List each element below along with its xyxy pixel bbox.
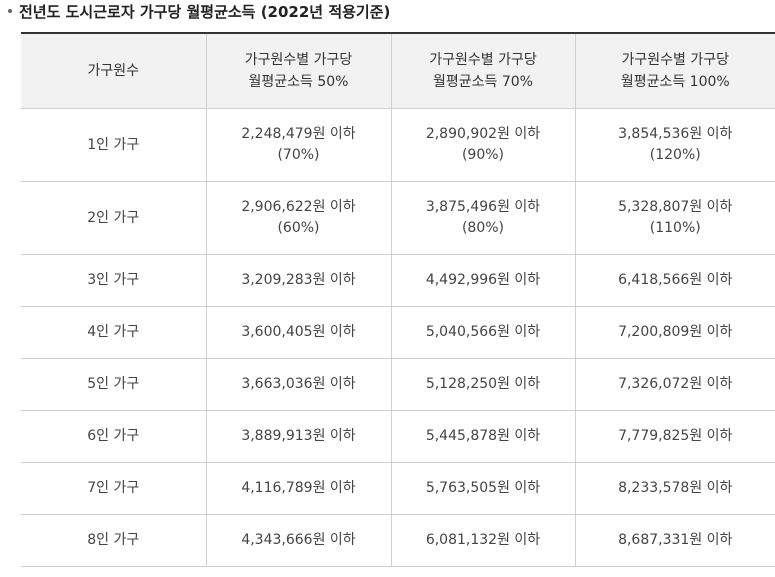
- income-70-cell: 4,492,996원 이하: [390, 254, 575, 307]
- income-100-cell: 8,687,331원 이하: [574, 514, 775, 567]
- income-50-cell: 4,343,666원 이하: [205, 514, 391, 567]
- amount-text: 3,875,496원 이하: [425, 199, 541, 215]
- income-70-cell: 3,875,496원 이하 (80%): [390, 181, 575, 255]
- amount-text: 5,328,807원 이하: [618, 199, 733, 215]
- table-row: 5인 가구 3,663,036원 이하 5,128,250원 이하 7,326,…: [21, 358, 775, 411]
- header-line: 가구원수별 가구당: [244, 52, 353, 68]
- income-50-cell: 3,209,283원 이하: [205, 254, 391, 307]
- table-row: 8인 가구 4,343,666원 이하 6,081,132원 이하 8,687,…: [21, 514, 775, 567]
- header-line: 가구원수별 가구당: [429, 52, 537, 68]
- income-70-cell: 2,890,902원 이하 (90%): [390, 108, 575, 182]
- table-row: 4인 가구 3,600,405원 이하 5,040,566원 이하 7,200,…: [21, 306, 775, 359]
- income-70-cell: 5,445,878원 이하: [390, 410, 575, 463]
- income-100-cell: 7,326,072원 이하: [574, 358, 775, 411]
- table-row: 3인 가구 3,209,283원 이하 4,492,996원 이하 6,418,…: [21, 254, 775, 307]
- income-100-cell: 7,200,809원 이하: [574, 306, 775, 359]
- table-row: 7인 가구 4,116,789원 이하 5,763,505원 이하 8,233,…: [21, 462, 775, 515]
- bullet-icon: [8, 9, 12, 13]
- household-size-cell: 2인 가구: [21, 181, 206, 255]
- amount-text: 3,854,536원 이하: [618, 126, 733, 142]
- amount-text: 2,906,622원 이하: [241, 199, 356, 215]
- header-income-70: 가구원수별 가구당 월평균소득 70%: [390, 33, 575, 109]
- income-70-cell: 5,040,566원 이하: [390, 306, 575, 359]
- income-50-cell: 3,663,036원 이하: [205, 358, 391, 411]
- income-50-cell: 4,116,789원 이하: [205, 462, 391, 515]
- table-header-row: 가구원수 가구원수별 가구당 월평균소득 50% 가구원수별 가구당 월평균소득…: [21, 33, 775, 109]
- table-row: 2인 가구 2,906,622원 이하 (60%) 3,875,496원 이하 (8…: [21, 181, 775, 255]
- income-100-cell: 3,854,536원 이하 (120%): [574, 108, 775, 182]
- income-100-cell: 8,233,578원 이하: [574, 462, 775, 515]
- header-line: 가구원수별 가구당: [621, 52, 730, 68]
- income-70-cell: 5,763,505원 이하: [390, 462, 575, 515]
- household-size-cell: 7인 가구: [21, 462, 206, 515]
- household-size-cell: 4인 가구: [21, 306, 206, 359]
- section-heading: 전년도 도시근로자 가구당 월평균소득 (2022년 적용기준): [6, 1, 390, 23]
- table-row: 6인 가구 3,889,913원 이하 5,445,878원 이하 7,779,…: [21, 410, 775, 463]
- household-size-cell: 3인 가구: [21, 254, 206, 307]
- header-line: 월평균소득 50%: [248, 74, 349, 90]
- header-line: 월평균소득 70%: [433, 74, 533, 90]
- percent-text: (80%): [461, 220, 505, 236]
- header-income-100: 가구원수별 가구당 월평균소득 100%: [574, 33, 775, 109]
- percent-text: (90%): [461, 147, 505, 163]
- amount-text: 2,890,902원 이하: [425, 126, 541, 142]
- percent-text: (60%): [277, 220, 320, 236]
- household-size-cell: 6인 가구: [21, 410, 206, 463]
- income-70-cell: 6,081,132원 이하: [390, 514, 575, 567]
- income-100-cell: 6,418,566원 이하: [574, 254, 775, 307]
- percent-text: (70%): [277, 147, 320, 163]
- income-70-cell: 5,128,250원 이하: [390, 358, 575, 411]
- header-line: 가구원수: [87, 63, 140, 79]
- header-household-size: 가구원수: [21, 33, 206, 109]
- household-size-cell: 8인 가구: [21, 514, 206, 567]
- household-size-cell: 5인 가구: [21, 358, 206, 411]
- amount-text: 2,248,479원 이하: [241, 126, 356, 142]
- income-100-cell: 5,328,807원 이하 (110%): [574, 181, 775, 255]
- table-row: 1인 가구 2,248,479원 이하 (70%) 2,890,902원 이하 (9…: [21, 108, 775, 182]
- income-50-cell: 2,906,622원 이하 (60%): [205, 181, 391, 255]
- income-50-cell: 3,889,913원 이하: [205, 410, 391, 463]
- income-100-cell: 7,779,825원 이하: [574, 410, 775, 463]
- income-table: 가구원수 가구원수별 가구당 월평균소득 50% 가구원수별 가구당 월평균소득…: [21, 32, 775, 567]
- header-income-50: 가구원수별 가구당 월평균소득 50%: [205, 33, 391, 109]
- section-title: 전년도 도시근로자 가구당 월평균소득 (2022년 적용기준): [19, 3, 391, 21]
- income-50-cell: 3,600,405원 이하: [205, 306, 391, 359]
- percent-text: (110%): [649, 220, 701, 236]
- header-line: 월평균소득 100%: [620, 74, 730, 90]
- household-size-cell: 1인 가구: [21, 108, 206, 182]
- percent-text: (120%): [649, 147, 701, 163]
- income-50-cell: 2,248,479원 이하 (70%): [205, 108, 391, 182]
